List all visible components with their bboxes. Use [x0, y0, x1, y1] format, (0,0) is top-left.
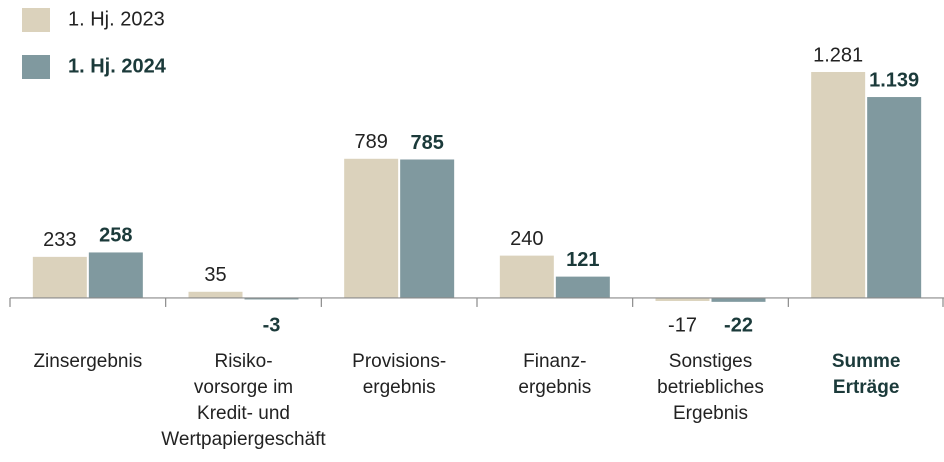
- bar: [555, 276, 610, 298]
- value-label: -17: [668, 314, 697, 336]
- value-label: 35: [204, 264, 226, 286]
- value-label: 785: [410, 132, 443, 154]
- value-label: 1.139: [869, 69, 919, 91]
- bar: [244, 297, 299, 300]
- value-label: 233: [43, 229, 76, 251]
- x-tick-label: Risiko-vorsorge im Kredit- und Wertpapierg…: [161, 351, 326, 450]
- value-label: 240: [510, 228, 543, 250]
- value-label: 789: [354, 131, 387, 153]
- bar: [188, 291, 243, 298]
- bar: [88, 252, 143, 298]
- bar: [655, 297, 710, 301]
- bar: [499, 255, 554, 298]
- value-label: 121: [566, 249, 599, 271]
- value-label: 258: [99, 225, 132, 247]
- bar: [400, 159, 455, 298]
- bar: [711, 297, 766, 302]
- x-tick-label: Finanz-ergebnis: [518, 351, 591, 398]
- value-label: -22: [724, 314, 753, 336]
- bar: [811, 71, 866, 298]
- x-tick-label: Zinsergebnis: [33, 351, 142, 372]
- bar: [867, 97, 922, 298]
- x-tick-label: Provisions-ergebnis: [352, 351, 446, 398]
- bar: [344, 158, 399, 298]
- value-label: -3: [263, 314, 281, 336]
- legend-swatch: [22, 55, 50, 79]
- x-tick-label: Sonstiges betriebliches Ergebnis: [657, 351, 764, 424]
- value-label: 1.281: [813, 44, 863, 66]
- legend-label: 1. Hj. 2023: [68, 8, 165, 30]
- x-tick-label: Summe Erträge: [832, 351, 901, 398]
- legend-swatch: [22, 8, 50, 32]
- bar: [32, 256, 87, 298]
- legend-label: 1. Hj. 2024: [68, 55, 167, 77]
